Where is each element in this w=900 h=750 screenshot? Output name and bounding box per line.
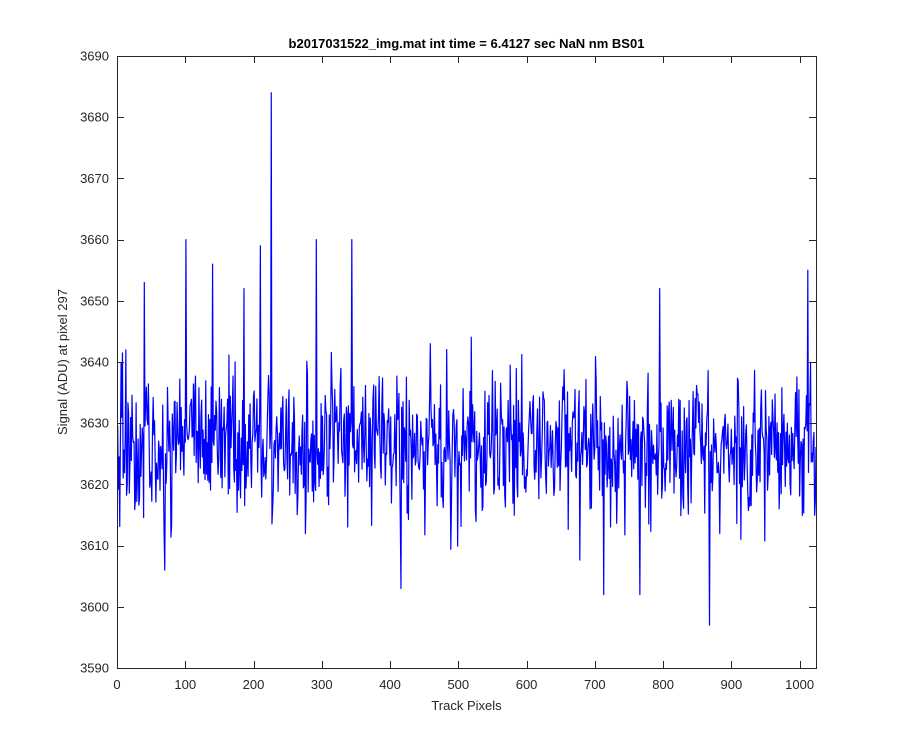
y-tick-label: 3650 [80, 293, 109, 308]
x-tick-label: 900 [721, 677, 743, 692]
y-tick-label: 3590 [80, 661, 109, 676]
x-ticks: 0 100 200 300 400 500 600 700 800 900 1000 [113, 56, 814, 692]
x-tick-label: 400 [379, 677, 401, 692]
y-tick-label: 3690 [80, 49, 109, 64]
y-tick-label: 3600 [80, 599, 109, 614]
axes-background [117, 56, 816, 668]
y-tick-label: 3620 [80, 477, 109, 492]
y-tick-label: 3660 [80, 232, 109, 247]
chart-title: b2017031522_img.mat int time = 6.4127 se… [289, 36, 645, 51]
x-tick-label: 0 [113, 677, 120, 692]
x-tick-label: 500 [447, 677, 469, 692]
y-ticks: 3590 3600 3610 3620 3630 3640 3650 3660 3670 3680… [80, 49, 816, 676]
y-axis-label: Signal (ADU) at pixel 297 [55, 289, 70, 435]
series-line [117, 92, 817, 626]
y-tick-label: 3680 [80, 110, 109, 125]
x-tick-label: 800 [652, 677, 674, 692]
x-tick-label: 100 [174, 677, 196, 692]
y-tick-label: 3610 [80, 538, 109, 553]
x-tick-label: 200 [243, 677, 265, 692]
y-tick-label: 3640 [80, 355, 109, 370]
x-tick-label: 700 [584, 677, 606, 692]
x-axis-label: Track Pixels [431, 698, 502, 713]
x-tick-label: 600 [516, 677, 538, 692]
x-tick-label: 1000 [785, 677, 814, 692]
series-layer [117, 92, 817, 626]
x-tick-label: 300 [311, 677, 333, 692]
y-tick-label: 3670 [80, 171, 109, 186]
y-tick-label: 3630 [80, 416, 109, 431]
